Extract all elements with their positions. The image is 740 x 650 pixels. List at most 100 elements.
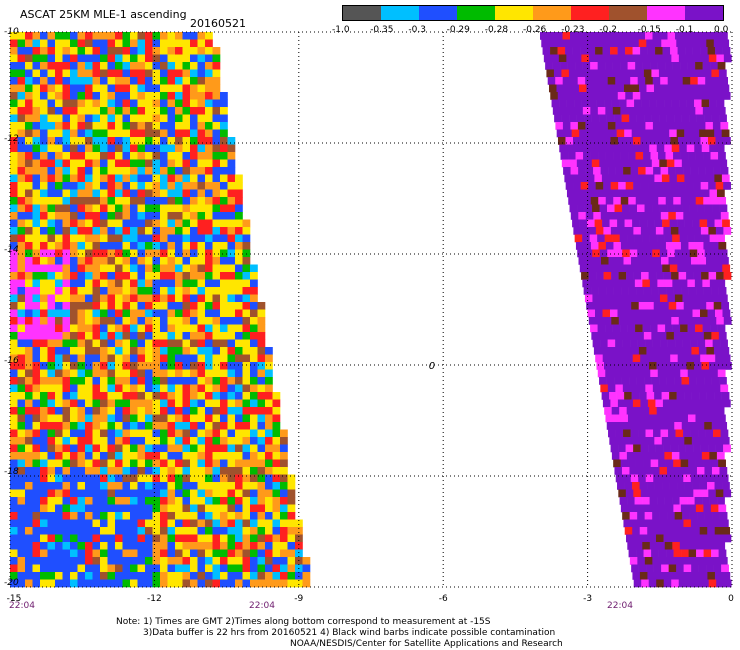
data-cell <box>70 204 78 213</box>
data-cell <box>622 249 631 258</box>
data-cell <box>145 392 153 400</box>
data-cell <box>287 564 296 573</box>
data-cell <box>25 527 33 535</box>
data-cell <box>40 302 48 310</box>
data-cell <box>130 287 138 295</box>
data-cell <box>257 459 266 468</box>
data-cell <box>77 557 86 565</box>
colorbar-swatch <box>457 6 495 20</box>
data-cell <box>40 407 48 415</box>
data-cell <box>70 167 78 175</box>
data-cell <box>686 144 695 153</box>
data-cell <box>17 212 26 220</box>
data-cell <box>32 114 41 123</box>
data-cell <box>40 144 48 153</box>
data-cell <box>636 287 644 295</box>
data-cell <box>722 482 730 490</box>
data-cell <box>190 32 198 40</box>
data-cell <box>70 557 78 565</box>
data-cell <box>287 512 296 520</box>
data-cell <box>674 377 682 385</box>
data-cell <box>700 489 709 498</box>
data-cell <box>272 444 281 453</box>
data-cell <box>25 167 33 175</box>
data-cell <box>280 497 288 505</box>
data-cell <box>167 407 176 415</box>
data-cell <box>182 227 191 235</box>
data-cell <box>25 452 33 460</box>
data-cell <box>100 422 108 430</box>
data-cell <box>653 302 662 310</box>
data-cell <box>205 212 213 220</box>
data-cell <box>242 474 251 483</box>
data-cell <box>595 309 603 318</box>
data-cell <box>656 407 665 415</box>
data-cell <box>627 324 636 333</box>
data-cell <box>576 114 585 123</box>
data-cell <box>85 99 93 108</box>
data-cell <box>227 377 236 385</box>
data-cell <box>32 309 41 318</box>
data-cell <box>107 257 116 265</box>
data-cell <box>190 39 198 48</box>
data-cell <box>122 92 131 100</box>
data-cell <box>182 564 191 573</box>
data-cell <box>242 527 251 535</box>
data-cell <box>40 579 48 588</box>
data-cell <box>250 452 258 460</box>
data-cell <box>567 62 576 70</box>
data-cell <box>235 534 243 543</box>
data-cell <box>220 204 228 213</box>
data-cell <box>235 242 243 250</box>
data-cell <box>646 257 654 265</box>
data-cell <box>616 174 625 183</box>
data-cell <box>130 114 138 123</box>
data-cell <box>175 219 183 228</box>
data-cell <box>679 189 688 198</box>
data-cell <box>17 234 26 243</box>
data-cell <box>25 144 33 153</box>
data-cell <box>77 32 86 40</box>
data-cell <box>613 197 622 205</box>
data-cell <box>77 317 86 325</box>
data-cell <box>115 159 123 168</box>
data-cell <box>167 302 176 310</box>
data-cell <box>107 249 116 258</box>
data-cell <box>152 159 161 168</box>
y-tick-label: -10 <box>4 27 19 37</box>
data-cell <box>685 182 694 190</box>
data-cell <box>175 429 183 438</box>
data-cell <box>642 369 651 378</box>
data-cell <box>577 204 585 213</box>
data-cell <box>10 107 18 115</box>
data-cell <box>667 512 675 520</box>
data-cell <box>669 572 678 580</box>
data-cell <box>85 407 93 415</box>
data-cell <box>595 47 603 55</box>
data-cell <box>708 362 717 370</box>
data-cell <box>603 317 612 325</box>
data-cell <box>85 107 93 115</box>
data-cell <box>25 347 33 355</box>
colorbar-label: -0.23 <box>561 25 585 35</box>
data-cell <box>683 564 692 573</box>
data-cell <box>671 407 680 415</box>
data-cell <box>160 407 168 415</box>
data-cell <box>721 347 730 355</box>
data-cell <box>705 212 714 220</box>
data-cell <box>574 144 583 153</box>
data-cell <box>107 459 116 468</box>
data-cell <box>573 182 581 190</box>
data-cell <box>663 362 672 370</box>
data-cell <box>667 32 676 40</box>
data-cell <box>701 317 710 325</box>
data-cell <box>583 152 591 160</box>
data-cell <box>579 264 588 273</box>
data-cell <box>637 204 645 213</box>
data-cell <box>689 512 698 520</box>
data-cell <box>681 69 690 78</box>
data-cell <box>190 219 198 228</box>
data-cell <box>167 474 176 483</box>
data-cell <box>720 32 728 40</box>
data-cell <box>70 47 78 55</box>
